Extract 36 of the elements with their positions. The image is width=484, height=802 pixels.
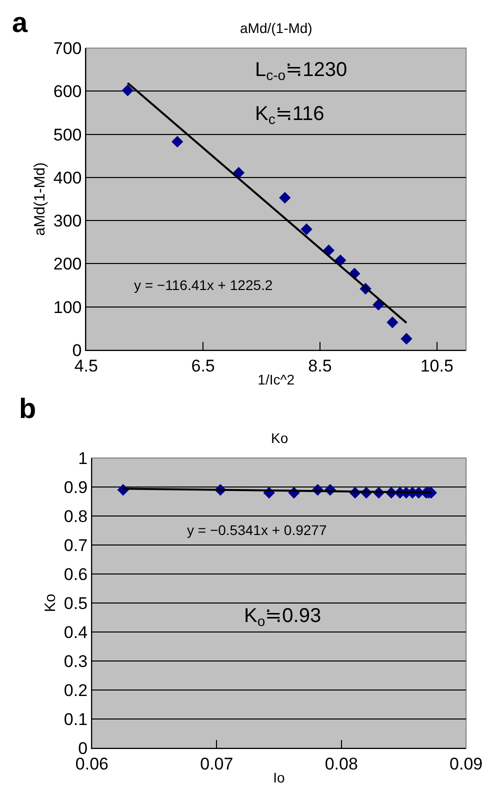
x-tick-label: 0.09 (450, 754, 483, 774)
annotation: y = −116.41x + 1225.2 (134, 277, 273, 293)
annotation: K$_{o}$≒0.93 (244, 605, 322, 630)
x-tick-label: 10.5 (420, 356, 454, 376)
text: a (12, 7, 28, 38)
y-tick-label: 600 (53, 82, 82, 102)
y-tick-label: 500 (53, 125, 82, 144)
y-tick-label: 0.6 (64, 564, 88, 584)
annotation: K$_{c}$≒116 (255, 103, 324, 128)
y-tick-label: 0.3 (64, 652, 88, 671)
x-axis-title: Io (273, 770, 286, 786)
y-tick-label: 0.7 (64, 536, 88, 555)
x-tick-label: 8.5 (308, 356, 332, 376)
y-tick-label: 0.4 (64, 622, 88, 642)
y-tick-label: 0.5 (64, 594, 88, 613)
y-axis-title: aMd(1-Md) (32, 162, 49, 236)
y-axis-title: Ko (42, 594, 60, 612)
y-tick-label: 400 (53, 168, 82, 188)
chart-title: aMd/(1-Md) (240, 20, 312, 36)
y-tick-label: 1 (78, 448, 88, 468)
y-tick-label: 200 (53, 254, 82, 274)
y-tick-label: 700 (53, 39, 82, 58)
annotation: y = −0.5341x + 0.9277 (187, 522, 327, 538)
annotation: L$_{c-o}$≒1230 (255, 59, 348, 84)
y-tick-label: 0.1 (64, 710, 88, 729)
y-tick-label: 0.2 (64, 680, 88, 700)
x-tick-label: 6.5 (191, 356, 215, 376)
x-tick-label: 0.08 (324, 754, 358, 774)
text: b (19, 393, 36, 424)
chart-title: Ko (271, 430, 288, 446)
y-tick-label: 300 (53, 212, 82, 231)
y-tick-label: 100 (53, 298, 82, 317)
y-tick-label: 0.8 (64, 506, 88, 526)
x-tick-label: 0.07 (200, 754, 234, 774)
y-tick-label: 0.9 (64, 478, 88, 497)
x-axis-title: 1/Ic^2 (258, 372, 295, 388)
